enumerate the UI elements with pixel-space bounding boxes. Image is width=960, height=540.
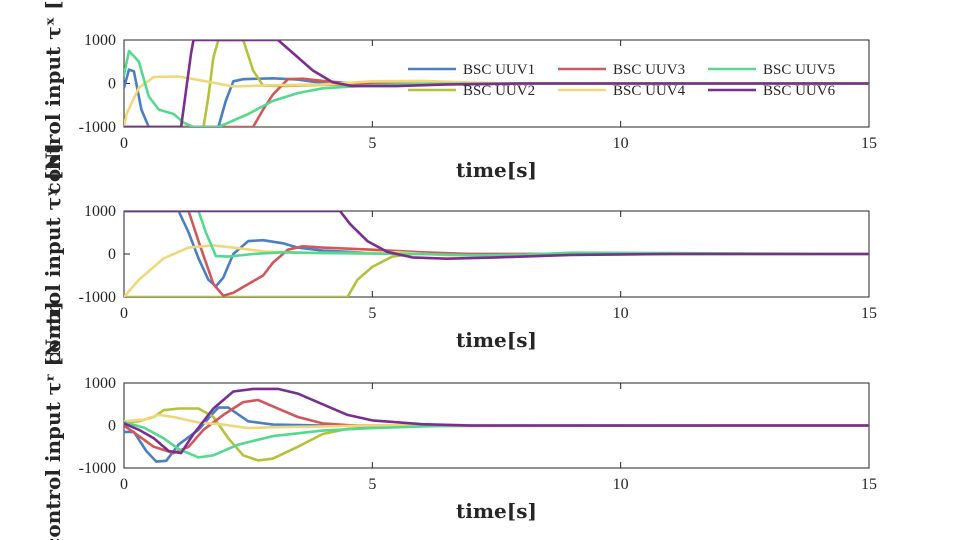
y-tick-label: 1000 [84,203,116,220]
x-axis-label: time[s] [456,499,537,523]
y-tick-label: 0 [108,76,116,93]
series-line-bsc-uuv5 [124,211,869,258]
series-group [124,387,869,463]
y-tick-label: 0 [108,418,116,435]
series-group [124,211,869,297]
series-line-bsc-uuv4 [124,413,869,430]
x-tick-label: 5 [368,135,376,152]
legend-entry: BSC UUV6 [763,83,836,99]
x-axis-label: time[s] [456,328,537,352]
x-tick-label: 15 [861,135,877,152]
y-tick-label: -1000 [79,289,116,306]
x-tick-label: 10 [613,135,629,152]
x-tick-label: 0 [120,135,128,152]
legend-entry: BSC UUV2 [463,83,535,99]
legend-entry: BSC UUV1 [463,62,535,78]
y-tick-label: -1000 [79,460,116,477]
series-line-bsc-uuv4 [124,75,869,127]
x-tick-label: 15 [861,476,877,493]
x-tick-label: 15 [861,305,877,322]
legend-entry: BSC UUV5 [763,62,835,78]
legend-entry: BSC UUV3 [613,62,685,78]
y-tick-label: 1000 [84,375,116,392]
series-line-bsc-uuv6 [124,387,869,455]
x-tick-label: 5 [368,476,376,493]
series-line-bsc-uuv6 [124,40,869,127]
y-tick-label: -1000 [79,119,116,136]
series-line-bsc-uuv5 [124,420,869,459]
x-tick-label: 10 [613,305,629,322]
y-axis-label: control input τʳ [N·m] [41,301,65,540]
series-line-bsc-uuv6 [124,211,869,260]
legend-entry: BSC UUV4 [613,83,686,99]
legend: BSC UUV1 BSC UUV2 BSC UUV3 BSC UUV4 BSC UUV5… [408,62,836,99]
series-line-bsc-uuv1 [124,406,869,463]
y-tick-label: 0 [108,246,116,263]
x-axis-label: time[s] [456,158,537,182]
x-tick-label: 0 [120,476,128,493]
x-tick-label: 0 [120,305,128,322]
y-axis-label: control input τˣ [N] [41,0,65,194]
y-tick-label: 1000 [84,32,116,49]
series-line-bsc-uuv3 [124,211,869,297]
x-tick-label: 5 [368,305,376,322]
y-axis-label: control input τʸ [N] [41,143,65,365]
series-group [124,40,869,127]
x-tick-label: 10 [613,476,629,493]
